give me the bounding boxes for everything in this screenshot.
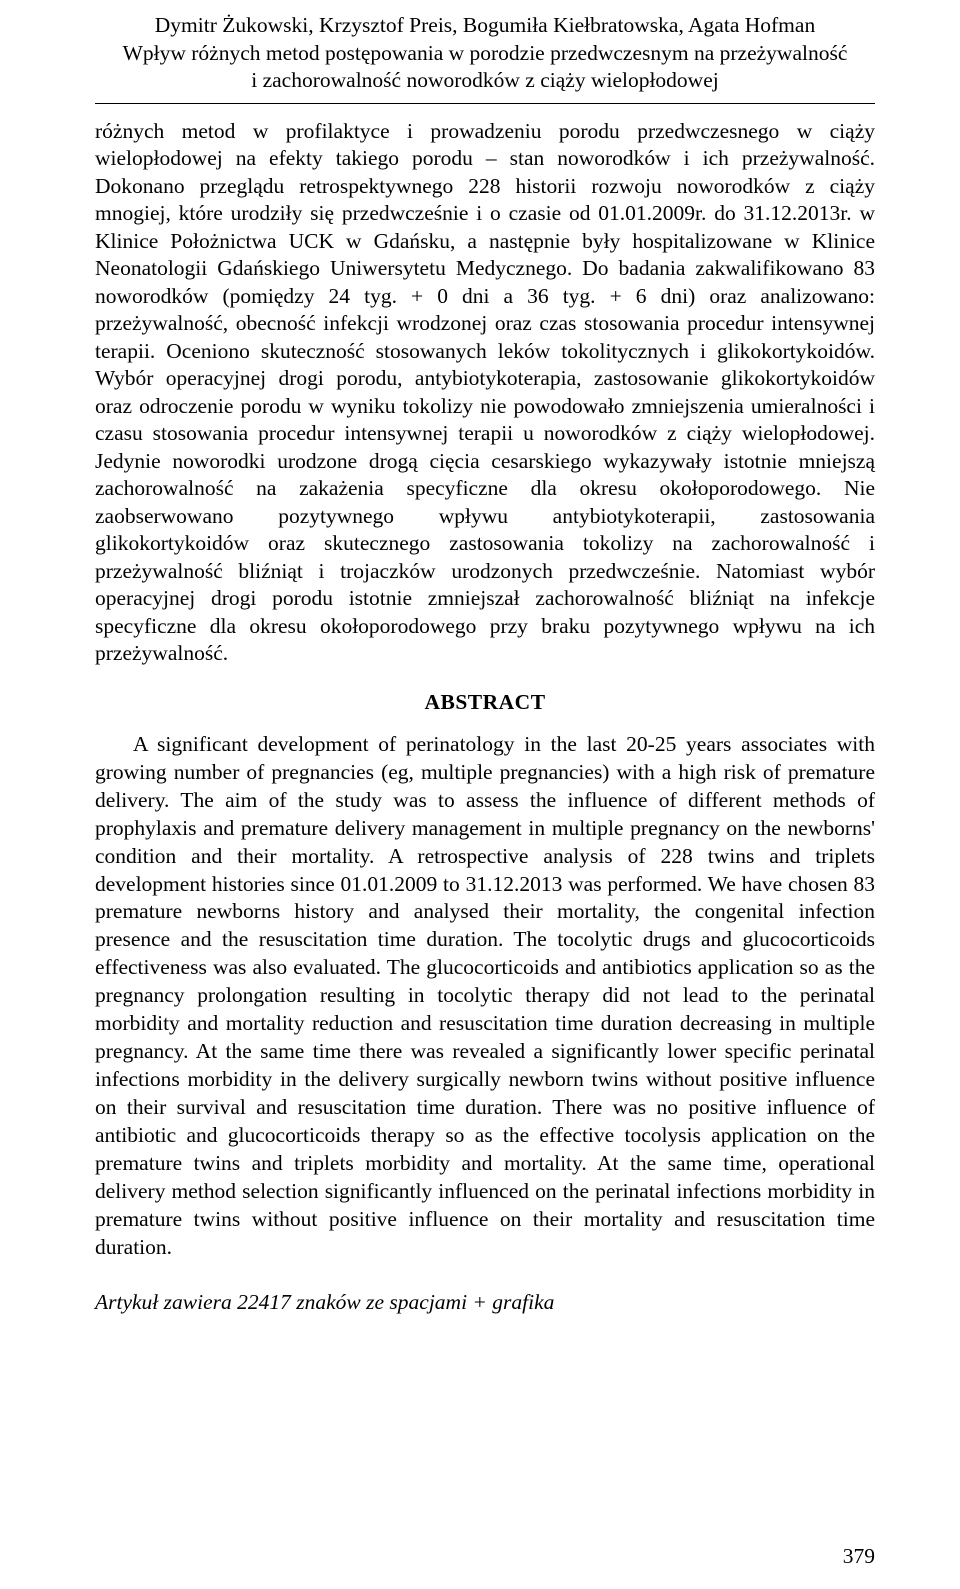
running-head-title-line-2: i zachorowalność noworodków z ciąży wiel… [95, 67, 875, 95]
running-head: Dymitr Żukowski, Krzysztof Preis, Bogumi… [95, 0, 875, 104]
abstract-paragraph: A significant development of perinatolog… [95, 731, 875, 1262]
page: Dymitr Żukowski, Krzysztof Preis, Bogumi… [0, 0, 960, 1589]
footer-note: Artykuł zawiera 22417 znaków ze spacjami… [95, 1290, 875, 1315]
page-number: 379 [843, 1544, 875, 1569]
body-paragraph: różnych metod w profilaktyce i prowadzen… [95, 118, 875, 668]
running-head-authors: Dymitr Żukowski, Krzysztof Preis, Bogumi… [95, 12, 875, 40]
running-head-title-line-1: Wpływ różnych metod postępowania w porod… [95, 40, 875, 68]
abstract-heading: ABSTRACT [95, 690, 875, 715]
